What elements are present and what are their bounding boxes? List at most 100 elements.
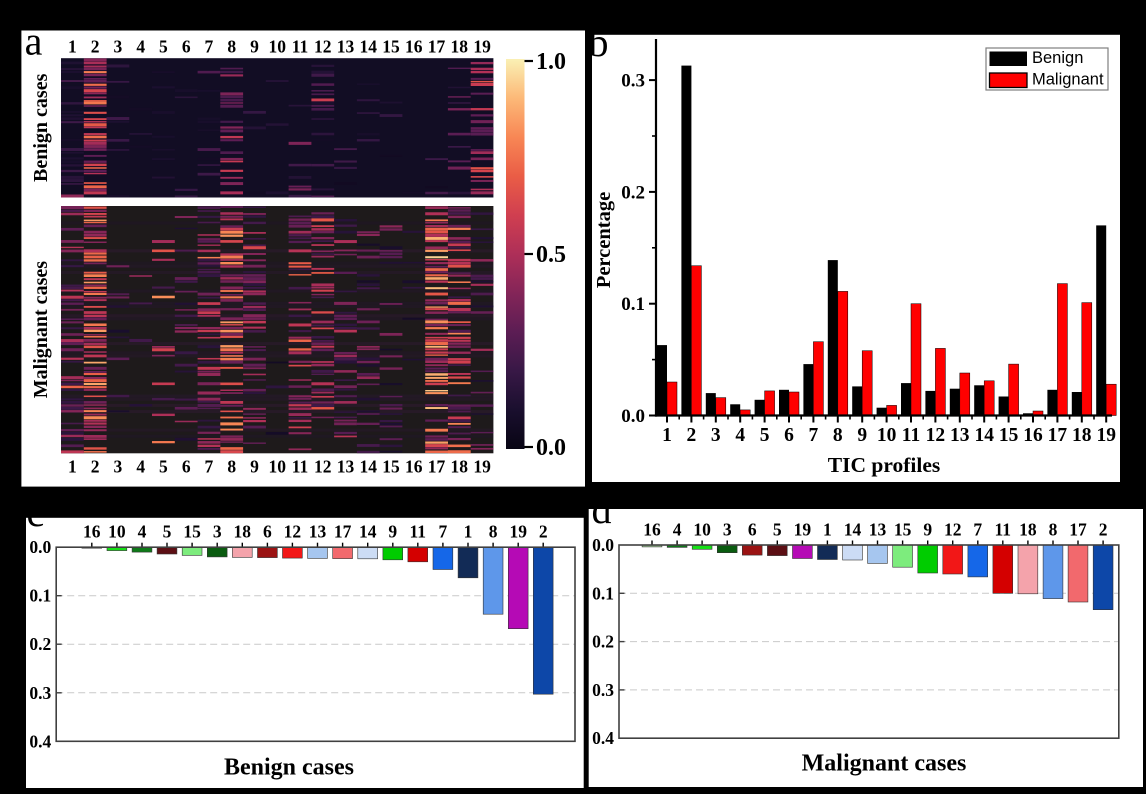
- svg-text:9: 9: [923, 520, 932, 540]
- svg-text:19: 19: [794, 520, 812, 540]
- svg-text:19: 19: [473, 37, 491, 57]
- svg-text:1: 1: [662, 425, 672, 446]
- svg-text:2: 2: [687, 425, 697, 446]
- svg-text:7: 7: [205, 37, 214, 57]
- svg-text:5: 5: [159, 457, 168, 477]
- svg-text:d: d: [592, 487, 612, 532]
- svg-text:3: 3: [114, 457, 123, 477]
- svg-text:0.3: 0.3: [29, 683, 51, 703]
- svg-text:10: 10: [693, 520, 711, 540]
- svg-text:17: 17: [428, 37, 446, 57]
- svg-text:17: 17: [1048, 425, 1068, 446]
- svg-text:0.3: 0.3: [621, 71, 645, 92]
- svg-text:1: 1: [464, 522, 473, 542]
- svg-text:Benign: Benign: [1032, 49, 1083, 67]
- svg-text:0.0: 0.0: [621, 406, 645, 427]
- svg-text:14: 14: [360, 37, 378, 57]
- svg-text:13: 13: [337, 457, 355, 477]
- svg-text:16: 16: [1023, 425, 1043, 446]
- svg-text:14: 14: [974, 425, 994, 446]
- svg-text:10: 10: [268, 37, 286, 57]
- svg-text:0.2: 0.2: [592, 632, 614, 652]
- svg-text:0.4: 0.4: [29, 731, 51, 751]
- svg-text:3: 3: [213, 522, 222, 542]
- svg-text:8: 8: [489, 522, 498, 542]
- svg-text:15: 15: [382, 457, 400, 477]
- svg-text:11: 11: [292, 37, 309, 57]
- svg-text:15: 15: [894, 520, 912, 540]
- svg-text:1: 1: [68, 457, 77, 477]
- svg-text:12: 12: [926, 425, 946, 446]
- svg-text:c: c: [27, 490, 45, 535]
- svg-text:3: 3: [114, 37, 123, 57]
- svg-text:0.5: 0.5: [536, 242, 566, 268]
- svg-text:a: a: [25, 19, 43, 64]
- svg-text:5: 5: [159, 37, 168, 57]
- svg-text:16: 16: [405, 37, 423, 57]
- svg-text:17: 17: [1069, 520, 1087, 540]
- svg-text:9: 9: [250, 457, 259, 477]
- svg-text:9: 9: [857, 425, 867, 446]
- svg-text:12: 12: [284, 522, 302, 542]
- svg-text:18: 18: [451, 457, 469, 477]
- svg-text:0.1: 0.1: [621, 294, 645, 315]
- svg-text:0.1: 0.1: [29, 586, 51, 606]
- svg-text:9: 9: [250, 37, 259, 57]
- svg-text:19: 19: [473, 457, 491, 477]
- svg-text:3: 3: [723, 520, 732, 540]
- svg-text:4: 4: [673, 520, 682, 540]
- svg-text:Malignant cases: Malignant cases: [30, 261, 52, 398]
- svg-text:4: 4: [735, 425, 745, 446]
- svg-text:1.0: 1.0: [536, 49, 566, 75]
- svg-text:13: 13: [869, 520, 887, 540]
- svg-text:18: 18: [1019, 520, 1037, 540]
- svg-text:19: 19: [509, 522, 527, 542]
- svg-text:0.0: 0.0: [592, 535, 614, 555]
- svg-text:Malignant: Malignant: [1032, 71, 1104, 89]
- svg-text:11: 11: [902, 425, 920, 446]
- svg-text:TIC profiles: TIC profiles: [828, 453, 941, 477]
- svg-text:13: 13: [950, 425, 970, 446]
- svg-text:14: 14: [359, 522, 377, 542]
- svg-text:7: 7: [973, 520, 982, 540]
- svg-text:1: 1: [68, 37, 77, 57]
- svg-text:12: 12: [314, 37, 332, 57]
- svg-text:0.0: 0.0: [536, 435, 566, 461]
- svg-text:18: 18: [451, 37, 469, 57]
- svg-text:14: 14: [360, 457, 378, 477]
- svg-text:13: 13: [337, 37, 355, 57]
- svg-text:17: 17: [428, 457, 446, 477]
- svg-text:5: 5: [773, 520, 782, 540]
- svg-text:0.0: 0.0: [29, 537, 51, 557]
- svg-text:0.1: 0.1: [592, 583, 614, 603]
- svg-text:Percentage: Percentage: [593, 192, 615, 288]
- svg-text:2: 2: [539, 522, 548, 542]
- svg-text:4: 4: [136, 37, 145, 57]
- svg-text:Benign cases: Benign cases: [30, 73, 52, 182]
- svg-text:6: 6: [182, 457, 191, 477]
- svg-text:6: 6: [263, 522, 272, 542]
- svg-text:8: 8: [227, 457, 236, 477]
- svg-text:0.4: 0.4: [592, 728, 614, 748]
- svg-text:18: 18: [1072, 425, 1092, 446]
- svg-text:0.2: 0.2: [29, 634, 51, 654]
- svg-text:14: 14: [844, 520, 862, 540]
- svg-text:16: 16: [83, 522, 101, 542]
- svg-text:4: 4: [136, 457, 145, 477]
- svg-text:16: 16: [643, 520, 661, 540]
- svg-text:2: 2: [1099, 520, 1108, 540]
- svg-text:5: 5: [163, 522, 172, 542]
- svg-text:11: 11: [410, 522, 427, 542]
- svg-text:b: b: [589, 20, 609, 65]
- svg-text:6: 6: [748, 520, 757, 540]
- svg-text:16: 16: [405, 457, 423, 477]
- svg-text:15: 15: [183, 522, 201, 542]
- svg-text:10: 10: [268, 457, 286, 477]
- svg-text:8: 8: [227, 37, 236, 57]
- svg-text:1: 1: [823, 520, 832, 540]
- svg-text:19: 19: [1096, 425, 1116, 446]
- svg-text:15: 15: [999, 425, 1019, 446]
- svg-text:10: 10: [877, 425, 897, 446]
- svg-text:4: 4: [138, 522, 147, 542]
- svg-text:11: 11: [995, 520, 1012, 540]
